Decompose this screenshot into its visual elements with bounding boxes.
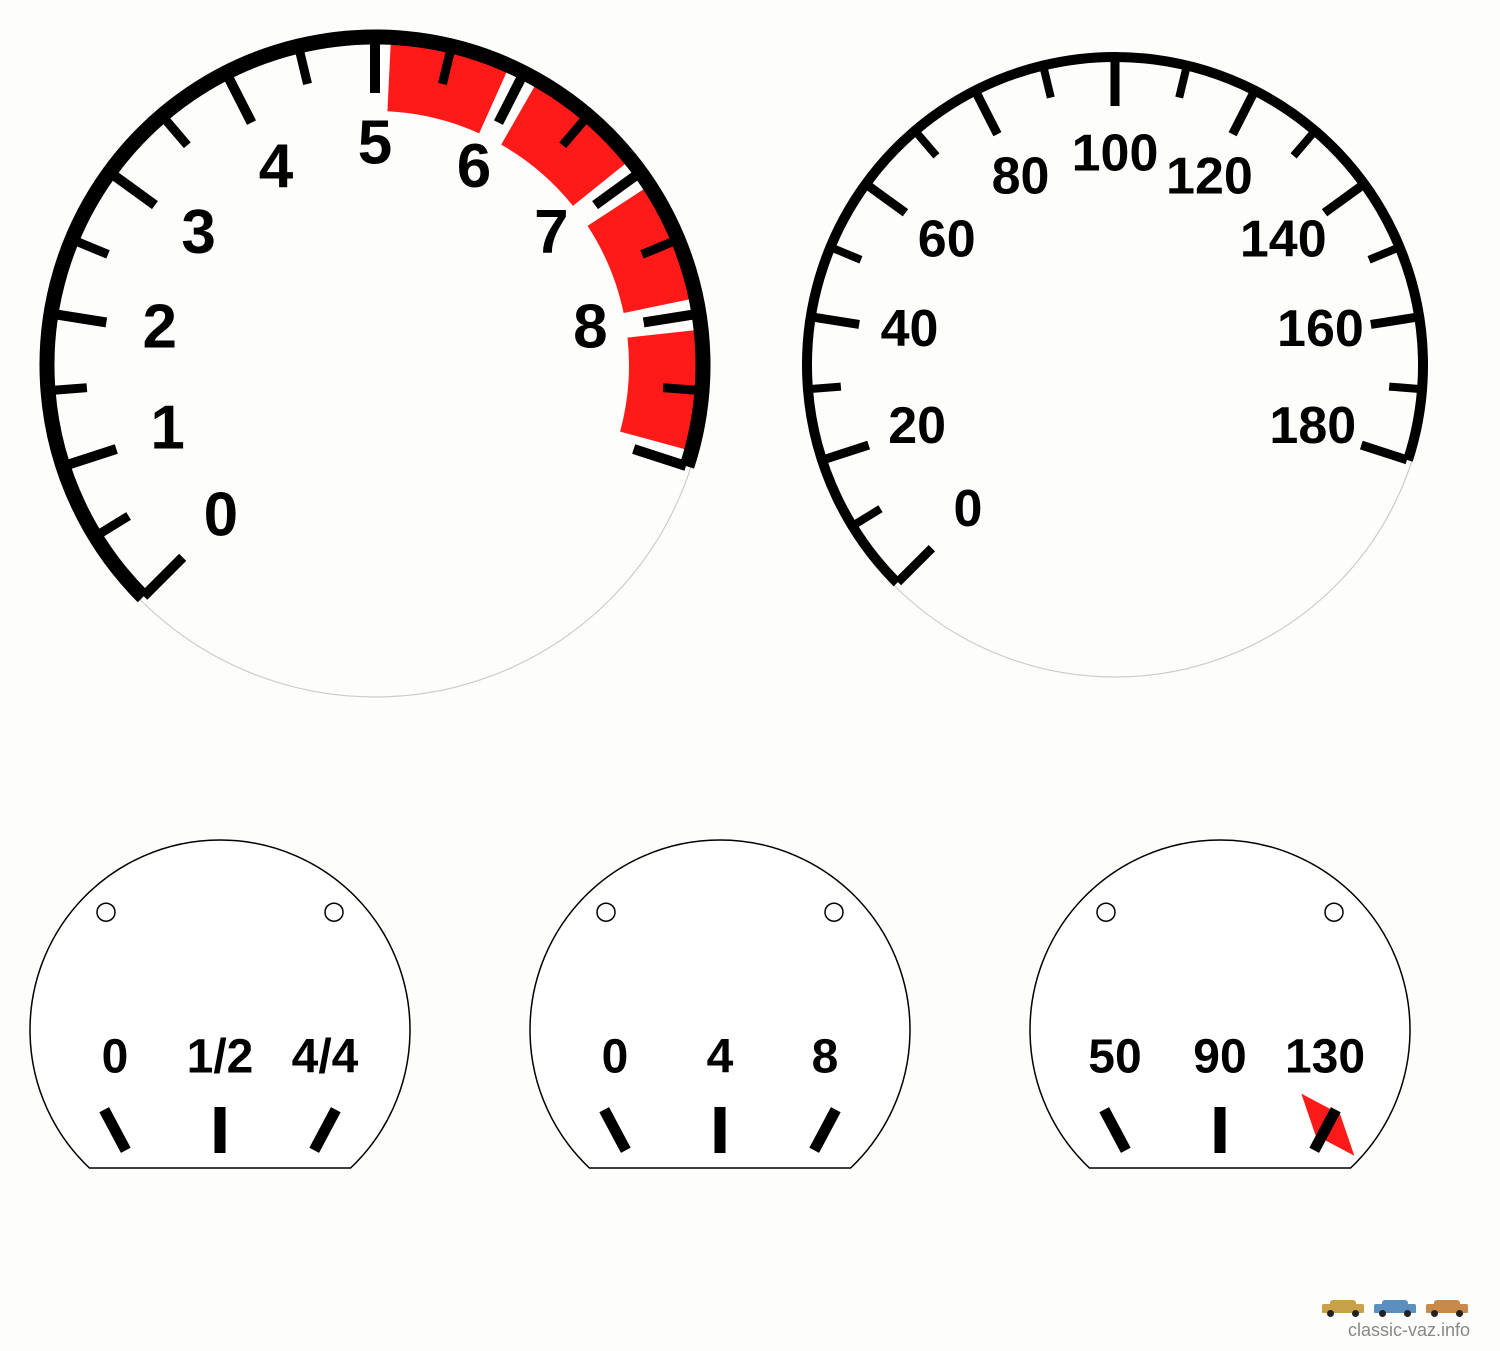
small-gauge-label: 8	[812, 1031, 839, 1084]
tach-label: 0	[204, 481, 238, 550]
small-gauge-label: 0	[602, 1031, 629, 1084]
speedo-label: 40	[881, 300, 939, 358]
speedo-label: 120	[1166, 147, 1253, 205]
tach-label: 3	[181, 198, 215, 267]
speedo-label: 160	[1277, 300, 1364, 358]
car-icon	[1372, 1297, 1418, 1317]
small-gauge-label: 90	[1193, 1031, 1246, 1084]
car-icon	[1320, 1297, 1366, 1317]
speedo-label: 0	[953, 480, 982, 538]
speedo-label: 20	[888, 397, 946, 455]
small-gauge-label: 1/2	[187, 1031, 254, 1084]
speedo-label: 180	[1269, 397, 1356, 455]
speedo-label: 100	[1072, 125, 1159, 183]
car-icons	[1320, 1297, 1470, 1317]
small-gauge-label: 4	[707, 1031, 734, 1084]
small-gauge-label: 4/4	[292, 1031, 359, 1084]
small-gauge: 50 90 130	[1020, 830, 1420, 1230]
tach-label: 2	[142, 292, 176, 361]
speedo-label: 60	[918, 210, 976, 268]
speedometer-gauge: 020 40 60 80 100120140 160 180	[770, 20, 1460, 710]
small-gauge: 0 1/2 4/4	[20, 830, 420, 1230]
tach-label: 1	[150, 394, 184, 463]
tach-label: 7	[534, 198, 568, 267]
small-gauge-label: 130	[1285, 1031, 1365, 1084]
speedo-label: 140	[1240, 210, 1327, 268]
small-gauge: 0 4 8	[520, 830, 920, 1230]
small-gauge-label: 50	[1088, 1031, 1141, 1084]
tach-label: 4	[259, 132, 294, 201]
tach-label: 6	[457, 132, 491, 201]
speedo-label: 80	[992, 147, 1050, 205]
tachometer-gauge: 01 2345678	[10, 0, 740, 730]
tach-label: 8	[573, 292, 607, 361]
small-gauge-label: 0	[102, 1031, 129, 1084]
watermark-text: classic-vaz.info	[1348, 1320, 1470, 1341]
car-icon	[1424, 1297, 1470, 1317]
tach-label: 5	[358, 108, 392, 177]
